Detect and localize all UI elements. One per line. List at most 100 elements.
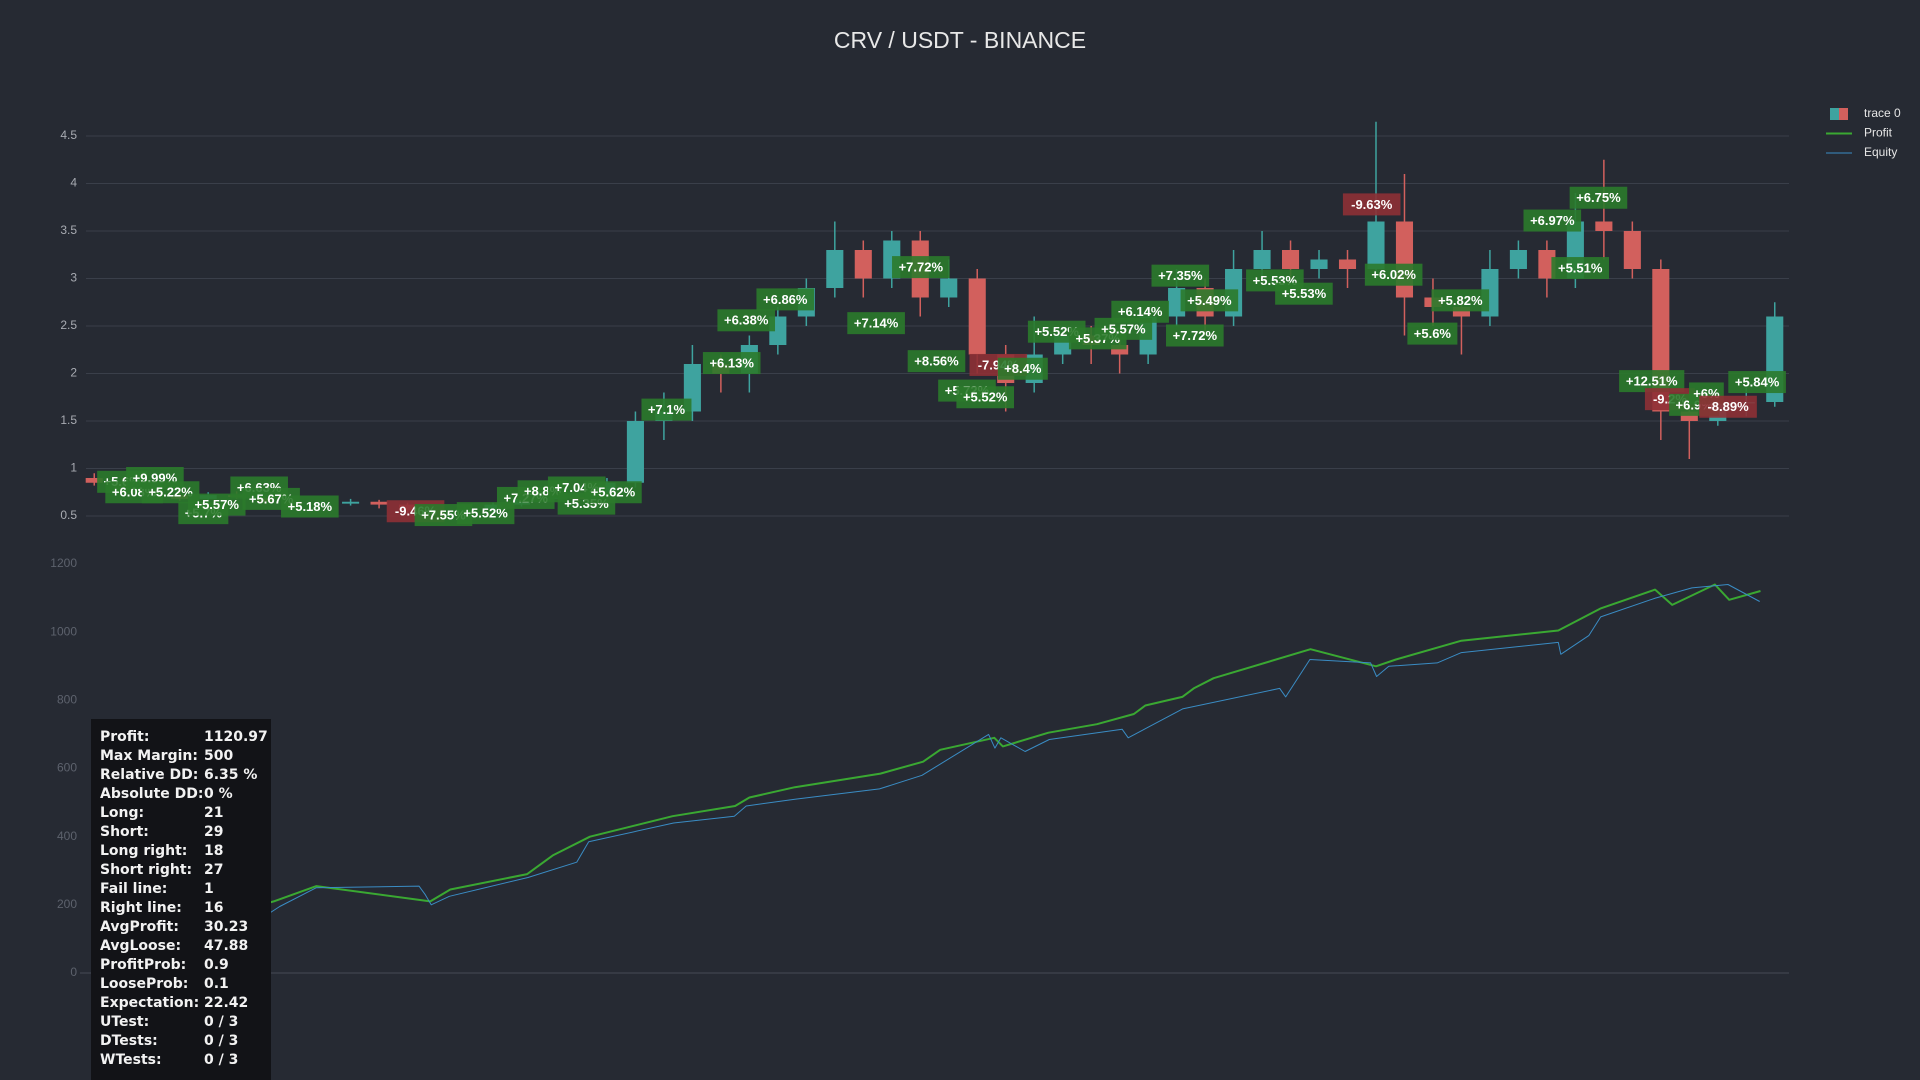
trade-annotation: +7.14%: [847, 312, 905, 335]
annotation-box: [756, 288, 815, 311]
stat-value: 0 / 3: [204, 1033, 238, 1049]
trade-annotation: +5.53%: [1275, 282, 1333, 305]
annotation-label: +5.18%: [288, 499, 333, 514]
trade-annotation: +5.49%: [1180, 289, 1239, 312]
y-tick-label: 800: [57, 693, 77, 707]
stat-label: Long:: [100, 805, 144, 821]
legend-label: Profit: [1864, 126, 1893, 140]
annotation-label: +5.6%: [1414, 326, 1452, 341]
stat-value: 29: [204, 824, 223, 840]
legend-label: Equity: [1864, 145, 1897, 159]
annotation-label: +6.14%: [1118, 304, 1163, 319]
trade-annotation: +7.72%: [1166, 324, 1224, 347]
y-tick-label: 400: [57, 829, 77, 843]
candle-body: [826, 250, 844, 288]
y-tick-label: 1000: [50, 624, 77, 638]
annotation-label: +8.56%: [914, 354, 959, 369]
stat-value: 6.35 %: [204, 767, 257, 783]
trade-annotation: -9.63%: [1342, 193, 1401, 216]
y-tick-label: 4: [70, 176, 77, 190]
candle-body: [968, 278, 986, 355]
annotation-label: +5.53%: [1282, 286, 1327, 301]
stat-value: 1120.97: [204, 729, 268, 745]
annotation-label: +5.82%: [1438, 293, 1483, 308]
annotation-box: [717, 309, 776, 332]
annotation-label: +8.4%: [1004, 361, 1042, 376]
legend-label: trace 0: [1864, 106, 1901, 120]
stat-label: Fail line:: [100, 881, 167, 897]
candle-body: [85, 478, 103, 483]
trade-annotation: +6.14%: [1111, 300, 1169, 323]
annotation-box: [1431, 289, 1490, 312]
stat-label: ProfitProb:: [100, 957, 186, 973]
trade-annotation: +5.57%: [187, 493, 246, 516]
annotation-box: [1111, 300, 1169, 323]
stat-label: Profit:: [100, 729, 149, 745]
annotation-label: +5.52%: [963, 390, 1008, 405]
annotation-box: [1166, 324, 1224, 347]
series-line: [188, 584, 1760, 930]
stat-value: 0.9: [204, 957, 229, 973]
trade-annotation: -8.89%: [1699, 395, 1757, 418]
y-tick-label: 0: [70, 965, 77, 979]
stats-panel: [91, 719, 271, 1080]
candle-body: [1111, 345, 1129, 355]
annotation-box: [1551, 257, 1610, 280]
trade-annotation: +5.62%: [584, 481, 642, 504]
stat-value: 47.88: [204, 938, 248, 954]
trade-annotation: +12.51%: [1619, 370, 1685, 393]
annotation-label: +6.97%: [1530, 213, 1575, 228]
candle-body: [1253, 250, 1271, 269]
y-tick-label: 1.5: [60, 413, 77, 427]
trade-annotation: +7.1%: [641, 398, 692, 421]
stat-label: UTest:: [100, 1014, 149, 1030]
stat-label: AvgProfit:: [100, 919, 179, 935]
stat-value: 21: [204, 805, 223, 821]
candle-body: [854, 250, 872, 279]
annotation-box: [956, 386, 1015, 409]
annotation-box: [1151, 264, 1210, 287]
y-tick-label: 1: [70, 461, 77, 475]
trade-annotation: +5.22%: [141, 481, 200, 504]
annotation-box: [907, 350, 966, 373]
annotation-box: [187, 493, 246, 516]
candle-body: [1310, 259, 1328, 269]
annotation-box: [141, 481, 200, 504]
annotation-label: +12.51%: [1626, 374, 1678, 389]
stat-value: 27: [204, 862, 223, 878]
annotation-box: [584, 481, 642, 504]
y-tick-label: 3: [70, 271, 77, 285]
stat-label: AvgLoose:: [100, 938, 181, 954]
stat-label: Expectation:: [100, 995, 199, 1011]
stat-value: 0 / 3: [204, 1014, 238, 1030]
annotation-label: -8.89%: [1707, 399, 1749, 414]
stat-label: Short right:: [100, 862, 192, 878]
annotation-label: +5.52%: [1034, 324, 1079, 339]
annotation-label: +7.55%: [421, 507, 466, 522]
trade-annotation: +5.51%: [1551, 257, 1610, 280]
y-tick-label: 3.5: [60, 223, 77, 237]
y-tick-label: 1200: [50, 556, 77, 570]
annotation-label: -9.63%: [1351, 197, 1393, 212]
annotation-box: [997, 357, 1048, 380]
stat-value: 0.1: [204, 976, 229, 992]
stat-label: WTests:: [100, 1052, 162, 1068]
annotation-box: [1619, 370, 1685, 393]
y-tick-label: 600: [57, 761, 77, 775]
annotation-label: +5.62%: [591, 485, 636, 500]
y-tick-label: 200: [57, 897, 77, 911]
trade-annotation: +6.97%: [1523, 209, 1582, 232]
annotation-label: +5.57%: [1101, 321, 1146, 336]
trade-annotation: +5.84%: [1728, 371, 1786, 394]
y-tick-label: 2.5: [60, 318, 77, 332]
annotation-box: [1407, 322, 1458, 345]
stat-label: Right line:: [100, 900, 182, 916]
annotation-label: +5.22%: [148, 485, 193, 500]
annotation-box: [281, 495, 339, 518]
stat-label: Absolute DD:: [100, 786, 203, 802]
trade-annotation: +5.6%: [1407, 322, 1458, 345]
candle-body: [1509, 250, 1527, 269]
trade-annotation: +8.4%: [997, 357, 1048, 380]
annotation-box: [1699, 395, 1757, 418]
